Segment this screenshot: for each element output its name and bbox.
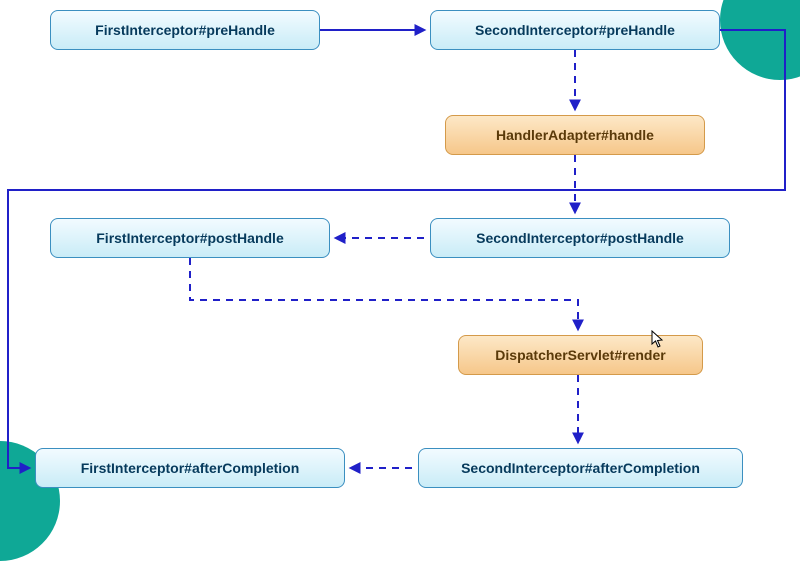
- flowchart-node-n6: DispatcherServlet#render: [458, 335, 703, 375]
- node-label: SecondInterceptor#postHandle: [476, 230, 684, 246]
- decorative-corner-top-right: [720, 0, 800, 80]
- node-label: SecondInterceptor#afterCompletion: [461, 460, 700, 476]
- node-label: SecondInterceptor#preHandle: [475, 22, 675, 38]
- flowchart-node-n5: FirstInterceptor#postHandle: [50, 218, 330, 258]
- node-label: FirstInterceptor#preHandle: [95, 22, 275, 38]
- flowchart-node-n1: FirstInterceptor#preHandle: [50, 10, 320, 50]
- flowchart-node-n3: HandlerAdapter#handle: [445, 115, 705, 155]
- node-label: FirstInterceptor#postHandle: [96, 230, 283, 246]
- flowchart-node-n7: SecondInterceptor#afterCompletion: [418, 448, 743, 488]
- node-label: FirstInterceptor#afterCompletion: [81, 460, 300, 476]
- flowchart-node-n4: SecondInterceptor#postHandle: [430, 218, 730, 258]
- node-label: HandlerAdapter#handle: [496, 127, 654, 143]
- node-label: DispatcherServlet#render: [495, 347, 665, 363]
- edge-n5-n6: [190, 258, 578, 329]
- flowchart-node-n2: SecondInterceptor#preHandle: [430, 10, 720, 50]
- flowchart-node-n8: FirstInterceptor#afterCompletion: [35, 448, 345, 488]
